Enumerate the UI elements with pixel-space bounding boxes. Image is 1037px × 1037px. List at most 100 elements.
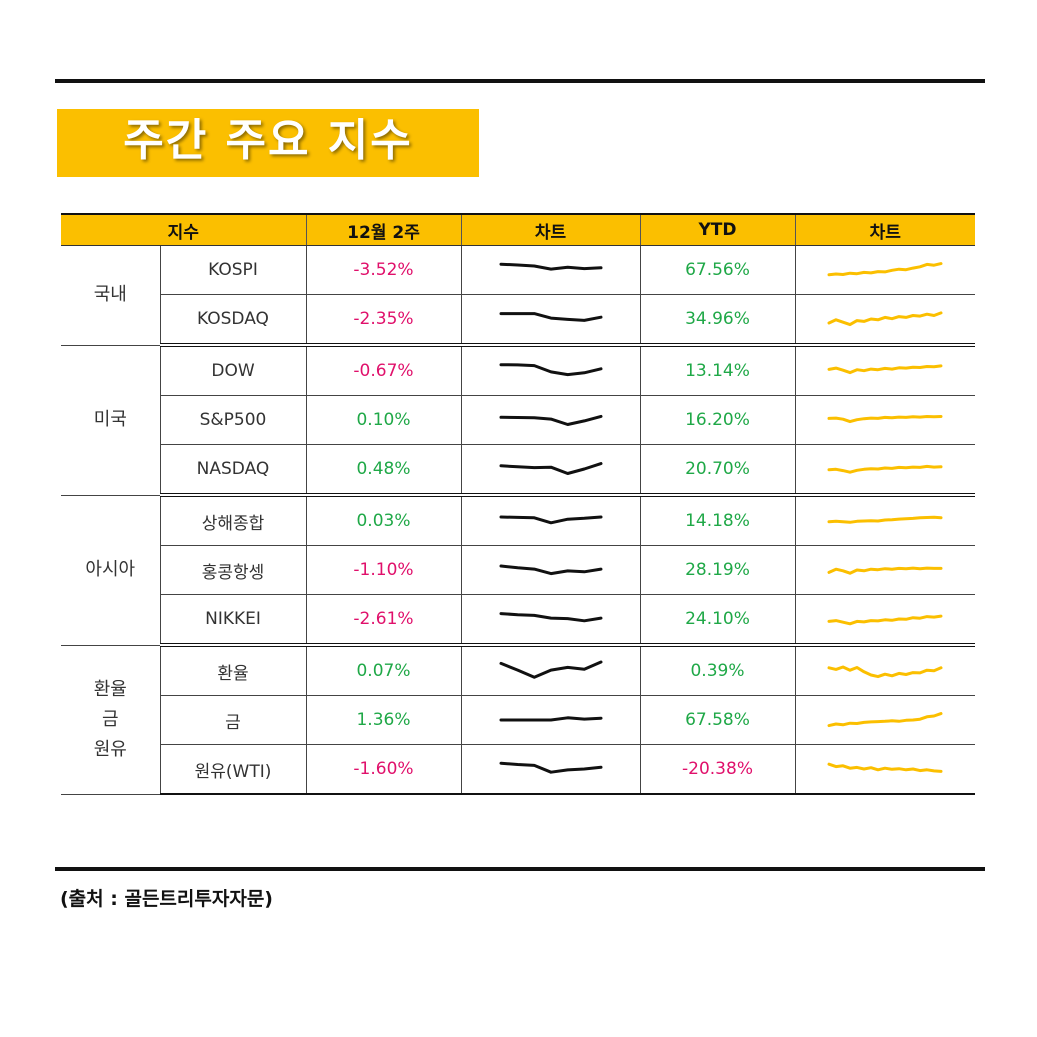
weekly-sparkline: [499, 761, 602, 774]
ytd-sparkline: [827, 614, 943, 626]
index-name: 금: [159, 695, 306, 745]
ytd-change: 0.39%: [639, 645, 795, 696]
table-row: 미국 DOW -0.67% 13.14%: [61, 345, 975, 496]
index-name: KOSPI: [159, 245, 306, 295]
weekly-sparkline-line: [499, 363, 602, 377]
ytd-sparkline-line: [827, 515, 943, 524]
table-row: 아시아 상해종합 0.03% 14.18%: [61, 495, 975, 646]
weekly-chart-cell: [460, 645, 640, 696]
index-name: NASDAQ: [159, 444, 306, 497]
weekly-chart-cell: [460, 695, 640, 745]
ytd-change: -20.38%: [639, 744, 795, 795]
group-label: 미국: [61, 345, 160, 496]
ytd-sparkline: [827, 665, 943, 679]
index-name: 환율: [159, 645, 306, 696]
ytd-chart-cell: [794, 744, 975, 795]
weekly-chart-cell: [460, 594, 640, 647]
ytd-sparkline: [827, 364, 943, 375]
weekly-change: 0.48%: [305, 444, 461, 497]
header-index: 지수: [61, 213, 306, 246]
table-row: 환율 금 원유 환율 0.07% 0.39%: [61, 645, 975, 795]
table-row: 국내 KOSPI -3.52% 67.56%: [61, 245, 975, 346]
weekly-sparkline: [499, 462, 602, 475]
table-row: S&P500 0.10% 16.20%: [61, 395, 975, 445]
table-row: 금 1.36% 67.58%: [61, 695, 975, 745]
ytd-change: 16.20%: [639, 395, 795, 445]
ytd-sparkline: [827, 762, 943, 773]
weekly-sparkline-line: [499, 660, 602, 679]
ytd-change: 24.10%: [639, 594, 795, 647]
weekly-sparkline: [499, 414, 602, 426]
weekly-change: -3.52%: [305, 245, 461, 295]
weekly-chart-cell: [460, 245, 640, 295]
ytd-sparkline: [827, 415, 943, 424]
index-name: 상해종합: [159, 495, 306, 546]
ytd-chart-cell: [794, 645, 975, 696]
ytd-change: 20.70%: [639, 444, 795, 497]
ytd-sparkline: [827, 566, 943, 575]
bottom-rule: [55, 867, 985, 871]
ytd-sparkline-line: [827, 311, 943, 327]
ytd-chart-cell: [794, 495, 975, 546]
weekly-change: -1.60%: [305, 744, 461, 795]
ytd-sparkline-line: [827, 415, 943, 424]
ytd-change: 67.58%: [639, 695, 795, 745]
ytd-chart-cell: [794, 695, 975, 745]
weekly-sparkline-line: [499, 312, 602, 322]
weekly-sparkline-line: [499, 612, 602, 623]
header-chart-ytd: 차트: [794, 213, 975, 246]
group-label: 환율 금 원유: [61, 645, 160, 795]
weekly-sparkline-line: [499, 462, 602, 475]
weekly-sparkline: [499, 515, 602, 525]
ytd-sparkline-line: [827, 262, 943, 277]
ytd-sparkline: [827, 515, 943, 524]
weekly-sparkline: [499, 262, 602, 271]
table-row: NIKKEI -2.61% 24.10%: [61, 594, 975, 647]
header-week: 12월 2주: [305, 213, 461, 246]
ytd-sparkline-line: [827, 464, 943, 474]
weekly-sparkline: [499, 363, 602, 377]
index-table: 지수 12월 2주 차트 YTD 차트 국내 KOSPI -3.52% 67.56% K…: [61, 213, 975, 795]
index-name: S&P500: [159, 395, 306, 445]
ytd-sparkline: [827, 311, 943, 327]
ytd-sparkline: [827, 262, 943, 277]
weekly-chart-cell: [460, 444, 640, 497]
table-row: NASDAQ 0.48% 20.70%: [61, 444, 975, 497]
ytd-chart-cell: [794, 444, 975, 497]
ytd-change: 67.56%: [639, 245, 795, 295]
index-name: 홍콩항셍: [159, 545, 306, 595]
ytd-sparkline-line: [827, 614, 943, 626]
weekly-change: 1.36%: [305, 695, 461, 745]
weekly-chart-cell: [460, 294, 640, 347]
weekly-chart-cell: [460, 345, 640, 396]
weekly-change: 0.10%: [305, 395, 461, 445]
header-ytd: YTD: [639, 213, 795, 246]
ytd-sparkline-line: [827, 712, 943, 728]
weekly-sparkline: [499, 564, 602, 576]
ytd-chart-cell: [794, 345, 975, 396]
weekly-change: -2.35%: [305, 294, 461, 347]
ytd-sparkline: [827, 712, 943, 728]
table-row: KOSDAQ -2.35% 34.96%: [61, 294, 975, 347]
weekly-chart-cell: [460, 744, 640, 795]
weekly-chart-cell: [460, 545, 640, 595]
weekly-sparkline: [499, 612, 602, 623]
weekly-change: -2.61%: [305, 594, 461, 647]
group-label: 아시아: [61, 495, 160, 646]
ytd-chart-cell: [794, 294, 975, 347]
weekly-change: -0.67%: [305, 345, 461, 396]
ytd-chart-cell: [794, 395, 975, 445]
weekly-chart-cell: [460, 495, 640, 546]
page-title: 주간 주요 지수: [123, 115, 413, 166]
ytd-sparkline-line: [827, 762, 943, 773]
ytd-sparkline-line: [827, 665, 943, 679]
ytd-change: 34.96%: [639, 294, 795, 347]
weekly-sparkline-line: [499, 515, 602, 525]
index-name: NIKKEI: [159, 594, 306, 647]
group-label: 국내: [61, 245, 160, 346]
weekly-change: -1.10%: [305, 545, 461, 595]
weekly-sparkline-line: [499, 564, 602, 576]
header-chart-weekly: 차트: [460, 213, 640, 246]
weekly-change: 0.07%: [305, 645, 461, 696]
weekly-sparkline: [499, 312, 602, 322]
